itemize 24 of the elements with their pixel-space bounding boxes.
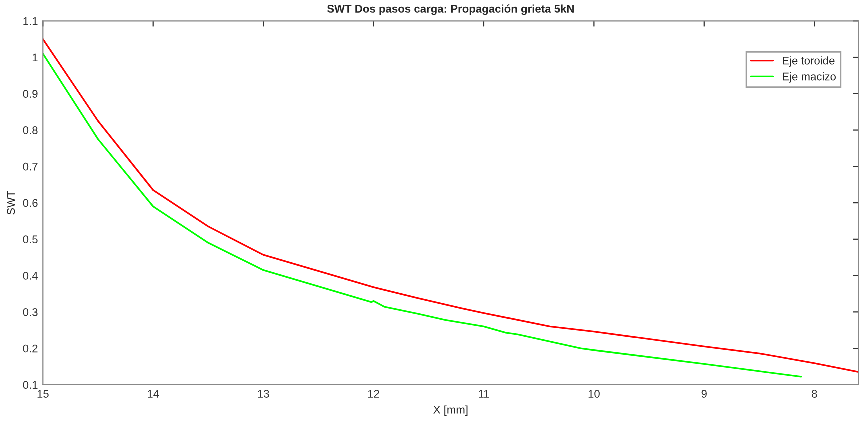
y-tick-label: 0.4 (23, 272, 38, 280)
y-tick-label: 0.6 (23, 199, 38, 208)
x-tick-label: 9 (702, 390, 707, 398)
y-tick-label: 0.1 (23, 381, 38, 390)
legend-label: Eje toroide (783, 56, 835, 67)
y-tick-label: 0.9 (23, 90, 38, 98)
y-tick-label: 0.2 (23, 344, 38, 353)
y-tick-label: 0.8 (23, 126, 38, 134)
y-tick-label: 1 (32, 54, 38, 62)
y-tick-label: 0.3 (23, 308, 38, 316)
x-tick-label: 14 (148, 390, 160, 398)
x-tick-label: 11 (479, 390, 490, 398)
x-tick-label: 12 (368, 390, 380, 398)
x-tick-label: 10 (588, 390, 600, 398)
legend-label: Eje macizo (783, 72, 836, 83)
y-axis-title: SWT (7, 190, 16, 215)
chart-title: SWT Dos pasos carga: Propagación grieta 5kN (327, 4, 574, 16)
y-tick-label: 0.7 (23, 162, 38, 171)
x-tick-label: 13 (258, 390, 270, 398)
y-tick-label: 1.1 (24, 18, 38, 26)
y-tick-label: 0.5 (23, 236, 38, 244)
x-tick-label: 15 (38, 390, 49, 398)
x-axis-title: X [mm] (434, 406, 468, 416)
x-tick-label: 8 (812, 390, 818, 398)
